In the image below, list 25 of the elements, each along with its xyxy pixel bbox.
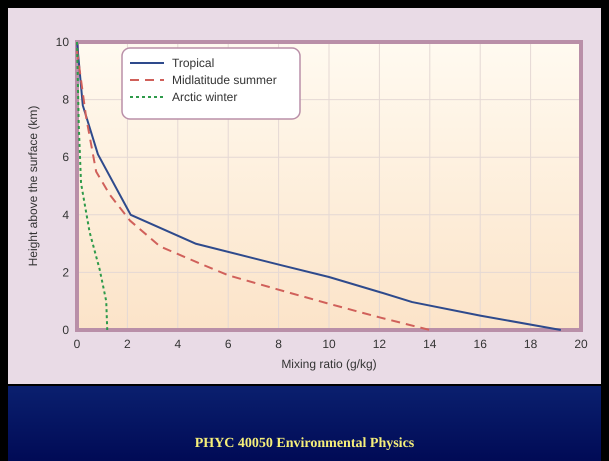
y-tick-label: 4 — [62, 208, 70, 222]
x-tick-label: 12 — [372, 337, 386, 351]
x-tick-label: 8 — [275, 337, 282, 351]
y-tick-label: 8 — [62, 92, 70, 107]
x-tick-label: 4 — [174, 337, 182, 351]
legend-label: Arctic winter — [172, 90, 238, 104]
x-tick-label: 18 — [524, 337, 538, 351]
legend-label: Tropical — [172, 56, 214, 70]
x-tick-label: 14 — [423, 337, 437, 351]
text: PHYC 40050 Environmental Physics — [194, 436, 415, 451]
y-tick-label: 2 — [62, 265, 70, 280]
x-tick-label: 16 — [474, 337, 488, 351]
y-tick-label: 6 — [62, 150, 70, 164]
x-tick-label: 0 — [74, 337, 81, 351]
y-tick-label: 10 — [56, 35, 70, 49]
line-series — [76, 41, 108, 331]
y-tick-label: 0 — [62, 323, 70, 337]
x-tick-label: 6 — [224, 337, 232, 351]
y-axis-title: Height above the surface (km) — [26, 106, 40, 266]
x-tick-label: 20 — [574, 337, 588, 351]
legend-label: Midlatitude summer — [172, 73, 277, 87]
x-tick-label: 10 — [322, 337, 336, 351]
x-axis-title: Mixing ratio (g/kg) — [281, 357, 377, 371]
line-series — [76, 50, 431, 331]
x-tick-label: 2 — [124, 337, 132, 351]
